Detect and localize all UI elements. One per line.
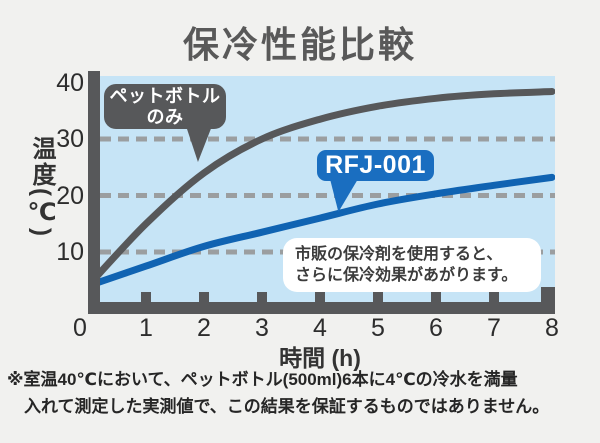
callout-petbottle-line2: のみ (146, 107, 184, 127)
callout-rfj-001: RFJ-001 (317, 150, 434, 181)
x-tick-mark-4 (315, 292, 325, 302)
y-tick-label-10: 10 (56, 238, 84, 266)
footnote: ※室温40℃において、ペットボトル(500ml)6本に4℃の冷水を満量 入れて測… (7, 366, 597, 420)
annotation-box: 市販の保冷剤を使用すると、 さらに保冷効果があがります。 (283, 238, 541, 292)
footnote-line1: ※室温40℃において、ペットボトル(500ml)6本に4℃の冷水を満量 (7, 370, 518, 389)
y-tick-label-20: 20 (56, 181, 84, 210)
x-tick-mark-7 (489, 292, 499, 302)
y-axis-line (88, 71, 100, 312)
chart-title: 保冷性能比較 (182, 24, 417, 65)
x-tick-label-3: 3 (255, 314, 269, 342)
x-tick-label-7: 7 (487, 314, 501, 342)
x-tick-label-0: 0 (73, 314, 87, 342)
y-tick-label-30: 30 (56, 125, 84, 153)
x-tick-mark-3 (257, 292, 267, 302)
series-line-rfj-001 (100, 173, 555, 286)
footnote-line2: 入れて測定した実測値で、この結果を保証するものではありません。 (24, 397, 550, 416)
x-tick-label-8: 8 (545, 314, 559, 342)
x-tick-label-2: 2 (197, 314, 211, 342)
x-tick-mark-8 (541, 287, 555, 302)
y-axis-title: 温度(℃) (28, 136, 55, 238)
callout-petbottle-only: ペットボトル のみ (104, 84, 226, 129)
x-axis-line (88, 302, 555, 314)
y-tick-label-40: 40 (56, 68, 84, 97)
x-tick-mark-6 (431, 292, 441, 302)
x-tick-mark-2 (199, 292, 209, 302)
x-tick-mark-1 (141, 292, 151, 302)
callout-petbottle-line1: ペットボトル (109, 86, 221, 106)
x-tick-mark-5 (373, 292, 383, 302)
x-axis-title: 時間 (h) (279, 345, 361, 371)
x-tick-label-6: 6 (429, 314, 443, 342)
series-line-petbottle-only (100, 88, 555, 278)
annotation-line2: さらに保冷効果があがります。 (295, 267, 518, 284)
x-tick-label-5: 5 (371, 314, 385, 342)
annotation-line1: 市販の保冷剤を使用すると、 (295, 246, 503, 263)
x-tick-label-4: 4 (313, 314, 327, 342)
x-tick-label-1: 1 (139, 314, 153, 342)
